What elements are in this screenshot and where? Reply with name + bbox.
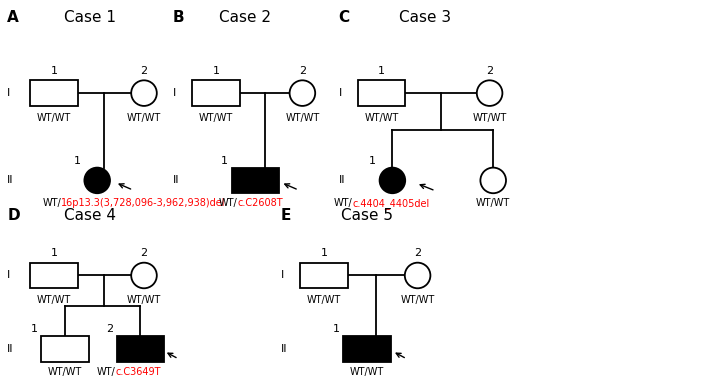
- Bar: [343, 336, 391, 362]
- Text: c.4404_4405del: c.4404_4405del: [353, 198, 430, 209]
- Text: II: II: [7, 175, 14, 185]
- Text: WT/WT: WT/WT: [307, 295, 341, 305]
- Text: WT/WT: WT/WT: [285, 113, 320, 123]
- Ellipse shape: [477, 80, 503, 106]
- Ellipse shape: [84, 168, 110, 193]
- Text: WT/WT: WT/WT: [48, 367, 82, 377]
- Text: WT/: WT/: [219, 198, 238, 208]
- Text: Case 3: Case 3: [399, 10, 451, 25]
- Text: Case 5: Case 5: [341, 208, 393, 223]
- Text: I: I: [7, 270, 11, 281]
- Ellipse shape: [379, 168, 405, 193]
- Text: I: I: [173, 88, 176, 98]
- Bar: [41, 336, 89, 362]
- Text: 1: 1: [50, 248, 58, 258]
- Text: I: I: [338, 88, 342, 98]
- Ellipse shape: [131, 80, 157, 106]
- Text: WT/: WT/: [96, 367, 115, 377]
- Bar: [117, 336, 164, 362]
- Text: 2: 2: [414, 248, 421, 258]
- Bar: [300, 263, 348, 288]
- Ellipse shape: [480, 168, 506, 193]
- Text: 1: 1: [221, 156, 228, 166]
- Text: WT/WT: WT/WT: [37, 295, 71, 305]
- Text: WT/WT: WT/WT: [472, 113, 507, 123]
- Text: WT/WT: WT/WT: [127, 295, 161, 305]
- Text: 1: 1: [30, 324, 37, 334]
- Text: 2: 2: [486, 66, 493, 76]
- Text: I: I: [7, 88, 11, 98]
- Ellipse shape: [405, 263, 431, 288]
- Text: WT/WT: WT/WT: [400, 295, 435, 305]
- Text: 2: 2: [140, 248, 148, 258]
- Text: WT/WT: WT/WT: [37, 113, 71, 123]
- Text: D: D: [7, 208, 20, 223]
- Text: 2: 2: [140, 66, 148, 76]
- Text: II: II: [281, 344, 287, 354]
- Text: 1: 1: [212, 66, 220, 76]
- Text: WT/WT: WT/WT: [350, 367, 384, 377]
- Text: 1: 1: [369, 156, 376, 166]
- Text: 1: 1: [50, 66, 58, 76]
- Text: Case 4: Case 4: [64, 208, 116, 223]
- Text: 1: 1: [320, 248, 328, 258]
- Text: 2: 2: [106, 324, 113, 334]
- Text: c.C2608T: c.C2608T: [238, 198, 283, 208]
- Text: Case 1: Case 1: [64, 10, 116, 25]
- Bar: [30, 80, 78, 106]
- Text: WT/WT: WT/WT: [127, 113, 161, 123]
- Text: B: B: [173, 10, 184, 25]
- Text: WT/WT: WT/WT: [364, 113, 399, 123]
- Text: I: I: [281, 270, 284, 281]
- Text: 2: 2: [299, 66, 306, 76]
- Ellipse shape: [289, 80, 315, 106]
- Text: Case 2: Case 2: [219, 10, 271, 25]
- Text: 16p13.3(3,728,096-3,962,938)del: 16p13.3(3,728,096-3,962,938)del: [61, 198, 225, 208]
- Text: WT/: WT/: [42, 198, 61, 208]
- Text: 1: 1: [73, 156, 81, 166]
- Bar: [192, 80, 240, 106]
- Text: II: II: [7, 344, 14, 354]
- Text: C: C: [338, 10, 349, 25]
- Text: E: E: [281, 208, 291, 223]
- Ellipse shape: [131, 263, 157, 288]
- Text: WT/WT: WT/WT: [476, 198, 510, 208]
- Text: 1: 1: [333, 324, 340, 334]
- Bar: [232, 168, 279, 193]
- Text: 1: 1: [378, 66, 385, 76]
- Text: II: II: [338, 175, 345, 185]
- Text: II: II: [173, 175, 179, 185]
- Text: A: A: [7, 10, 19, 25]
- Text: c.C3649T: c.C3649T: [115, 367, 161, 377]
- Bar: [30, 263, 78, 288]
- Bar: [358, 80, 405, 106]
- Text: WT/WT: WT/WT: [199, 113, 233, 123]
- Text: WT/: WT/: [334, 198, 353, 208]
